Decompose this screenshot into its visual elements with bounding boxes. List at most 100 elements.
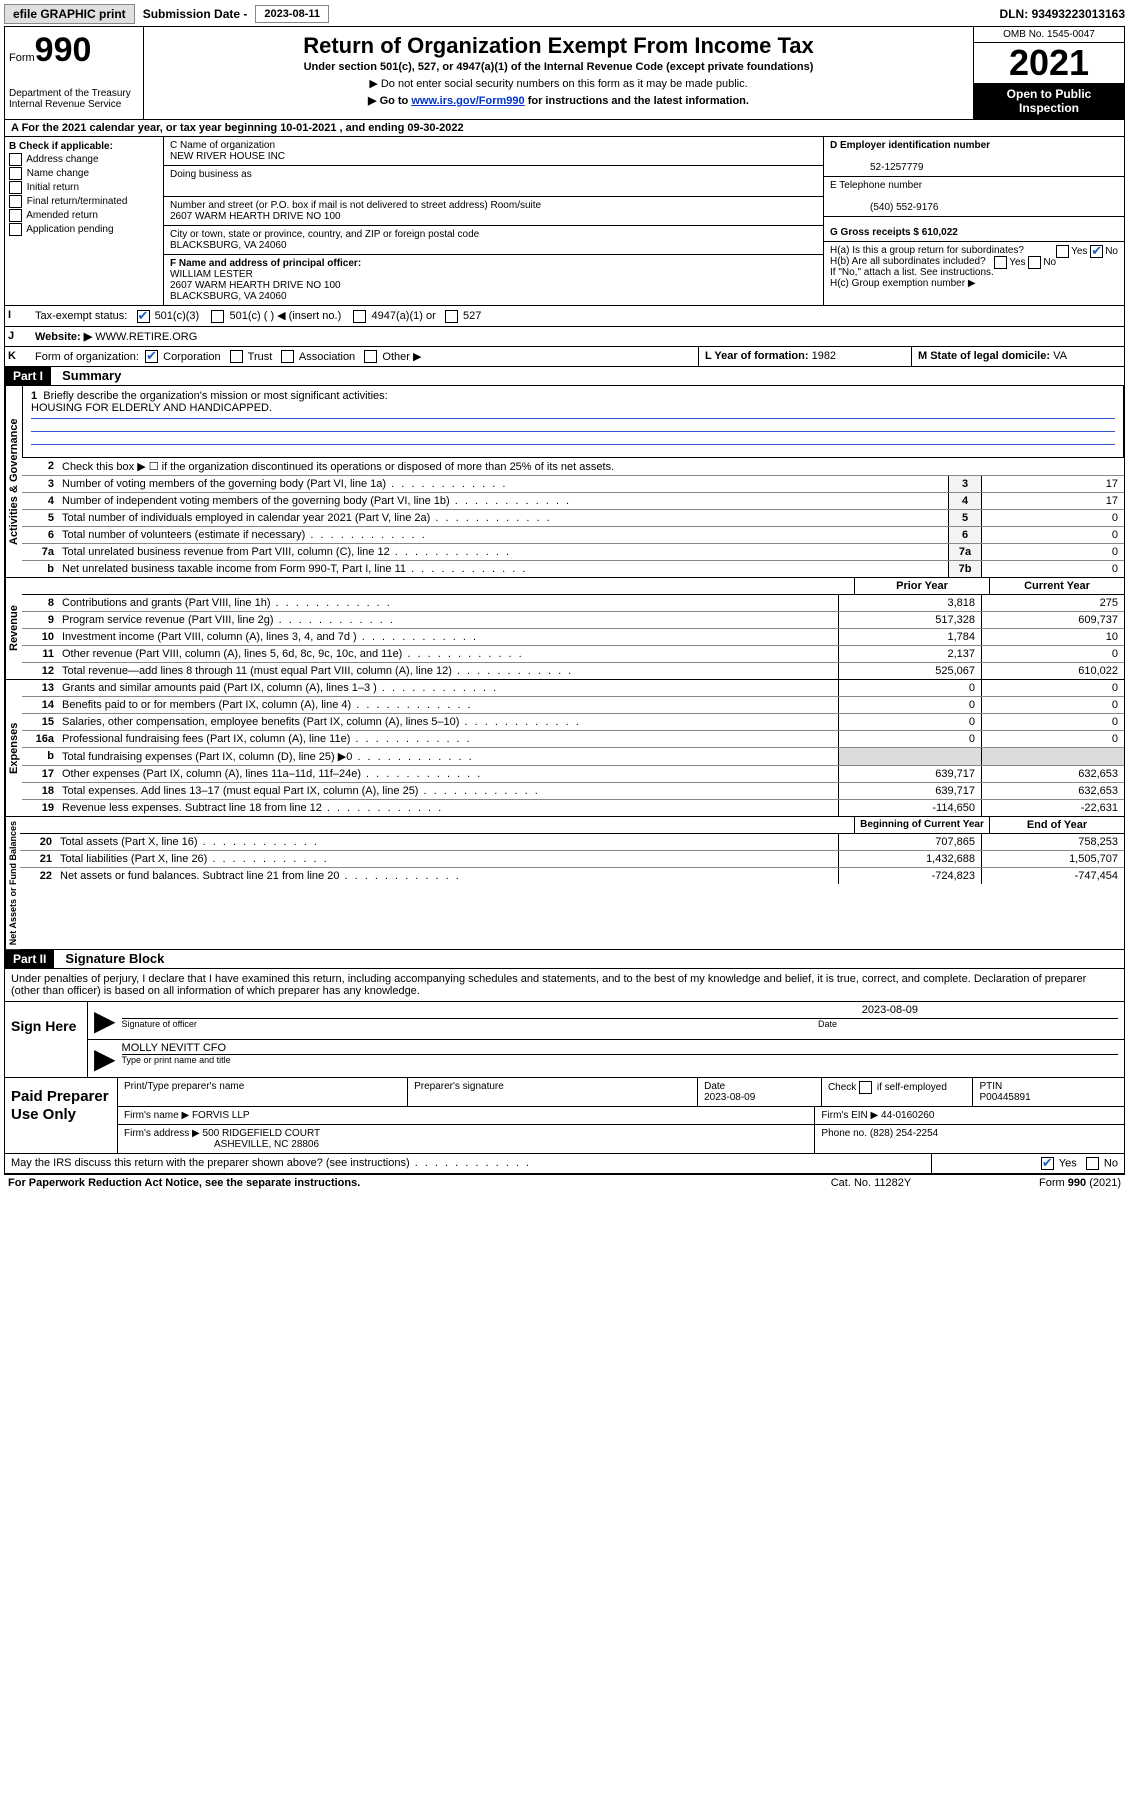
dba-label: Doing business as bbox=[170, 169, 817, 180]
form-title: Return of Organization Exempt From Incom… bbox=[152, 33, 965, 59]
prep-date: 2023-08-09 bbox=[704, 1092, 755, 1103]
cb-address-change[interactable]: Address change bbox=[9, 153, 159, 166]
data-line: bTotal fundraising expenses (Part IX, co… bbox=[22, 748, 1124, 766]
form-word: Form bbox=[9, 52, 35, 64]
cb-corporation[interactable] bbox=[145, 350, 158, 363]
side-net-assets: Net Assets or Fund Balances bbox=[5, 817, 20, 949]
data-line: 17Other expenses (Part IX, column (A), l… bbox=[22, 766, 1124, 783]
inspection-badge: Open to Public Inspection bbox=[974, 83, 1124, 119]
year-formation: 1982 bbox=[812, 350, 836, 362]
side-revenue: Revenue bbox=[5, 578, 22, 679]
signer-name: MOLLY NEVITT CFO bbox=[122, 1042, 1118, 1054]
data-line: 11Other revenue (Part VIII, column (A), … bbox=[22, 646, 1124, 663]
row-j-website: J Website: ▶ WWW.RETIRE.ORG bbox=[4, 327, 1125, 347]
ha-label: H(a) Is this a group return for subordin… bbox=[830, 245, 1024, 256]
g-gross-label: G Gross receipts $ bbox=[830, 227, 919, 238]
e-phone-label: E Telephone number bbox=[830, 180, 922, 191]
section-revenue: Revenue Prior Year Current Year 8Contrib… bbox=[4, 578, 1125, 680]
c-name-label: C Name of organization bbox=[170, 140, 817, 151]
cb-application-pending[interactable]: Application pending bbox=[9, 223, 159, 236]
cb-discuss-yes[interactable] bbox=[1041, 1157, 1054, 1170]
sig-date-label: Date bbox=[818, 1019, 1118, 1029]
discuss-row: May the IRS discuss this return with the… bbox=[4, 1154, 1125, 1174]
form-ref: Form 990 (2021) bbox=[971, 1177, 1121, 1189]
cb-name-change[interactable]: Name change bbox=[9, 167, 159, 180]
cb-final-return[interactable]: Final return/terminated bbox=[9, 195, 159, 208]
data-line: 8Contributions and grants (Part VIII, li… bbox=[22, 595, 1124, 612]
hdr-current-year: Current Year bbox=[989, 578, 1124, 594]
row-i-tax-status: I Tax-exempt status: 501(c)(3) 501(c) ( … bbox=[4, 306, 1125, 327]
subtitle-1: Under section 501(c), 527, or 4947(a)(1)… bbox=[152, 61, 965, 73]
data-line: 14Benefits paid to or for members (Part … bbox=[22, 697, 1124, 714]
officer-addr2: BLACKSBURG, VA 24060 bbox=[170, 291, 287, 302]
d-ein-label: D Employer identification number bbox=[830, 140, 990, 151]
section-net-assets: Net Assets or Fund Balances Beginning of… bbox=[4, 817, 1125, 950]
row-k-form-org: K Form of organization: Corporation Trus… bbox=[4, 347, 1125, 368]
firm-phone: (828) 254-2254 bbox=[870, 1128, 938, 1139]
firm-addr1: 500 RIDGEFIELD COURT bbox=[203, 1128, 321, 1139]
data-line: 15Salaries, other compensation, employee… bbox=[22, 714, 1124, 731]
section-expenses: Expenses 13Grants and similar amounts pa… bbox=[4, 680, 1125, 817]
officer-name: WILLIAM LESTER bbox=[170, 269, 253, 280]
data-line: 10Investment income (Part VIII, column (… bbox=[22, 629, 1124, 646]
cb-initial-return[interactable]: Initial return bbox=[9, 181, 159, 194]
data-line: 18Total expenses. Add lines 13–17 (must … bbox=[22, 783, 1124, 800]
top-bar: efile GRAPHIC print Submission Date - 20… bbox=[4, 4, 1125, 24]
org-name: NEW RIVER HOUSE INC bbox=[170, 151, 817, 162]
firm-ein: 44-0160260 bbox=[881, 1110, 934, 1121]
penalty-text: Under penalties of perjury, I declare th… bbox=[5, 969, 1124, 1002]
data-line: 19Revenue less expenses. Subtract line 1… bbox=[22, 800, 1124, 816]
row-a-taxyear: A For the 2021 calendar year, or tax yea… bbox=[4, 120, 1125, 137]
sign-date: 2023-08-09 bbox=[122, 1004, 1118, 1018]
cb-other[interactable] bbox=[364, 350, 377, 363]
paid-preparer-label: Paid Preparer Use Only bbox=[5, 1078, 117, 1153]
subtitle-2b: ▶ Go to www.irs.gov/Form990 for instruct… bbox=[152, 94, 965, 107]
gov-line: bNet unrelated business taxable income f… bbox=[22, 561, 1124, 577]
cb-self-employed[interactable] bbox=[859, 1081, 872, 1094]
city-state-zip: BLACKSBURG, VA 24060 bbox=[170, 240, 817, 251]
cb-amended-return[interactable]: Amended return bbox=[9, 209, 159, 222]
cb-4947[interactable] bbox=[353, 310, 366, 323]
gov-line: 7aTotal unrelated business revenue from … bbox=[22, 544, 1124, 561]
hb-note: If "No," attach a list. See instructions… bbox=[830, 267, 1118, 278]
hdr-end-year: End of Year bbox=[989, 817, 1124, 833]
section-governance: Activities & Governance 1 Briefly descri… bbox=[4, 386, 1125, 578]
ptin-value: P00445891 bbox=[979, 1092, 1030, 1103]
data-line: 20Total assets (Part X, line 16)707,8657… bbox=[20, 834, 1124, 851]
cb-527[interactable] bbox=[445, 310, 458, 323]
cb-501c[interactable] bbox=[211, 310, 224, 323]
side-governance: Activities & Governance bbox=[5, 386, 22, 577]
phone-value: (540) 552-9176 bbox=[830, 202, 938, 213]
cb-501c3[interactable] bbox=[137, 310, 150, 323]
hc-label: H(c) Group exemption number ▶ bbox=[830, 278, 1118, 289]
part2-header: Part II Signature Block bbox=[4, 950, 1125, 969]
page-footer: For Paperwork Reduction Act Notice, see … bbox=[4, 1174, 1125, 1191]
sign-here-label: Sign Here bbox=[5, 1002, 87, 1077]
ein-value: 52-1257779 bbox=[830, 162, 923, 173]
side-expenses: Expenses bbox=[5, 680, 22, 816]
efile-button[interactable]: efile GRAPHIC print bbox=[4, 4, 135, 24]
col-b-checkboxes: B Check if applicable: Address change Na… bbox=[5, 137, 164, 305]
state-domicile: VA bbox=[1053, 350, 1067, 362]
paid-preparer-block: Paid Preparer Use Only Print/Type prepar… bbox=[4, 1078, 1125, 1154]
irs-link[interactable]: www.irs.gov/Form990 bbox=[411, 95, 524, 107]
paperwork-notice: For Paperwork Reduction Act Notice, see … bbox=[8, 1177, 771, 1189]
cb-trust[interactable] bbox=[230, 350, 243, 363]
submission-date: 2023-08-11 bbox=[255, 5, 329, 23]
form-header: Form990 Department of the Treasury Inter… bbox=[4, 26, 1125, 120]
addr-label: Number and street (or P.O. box if mail i… bbox=[170, 200, 817, 211]
part1-header: Part I Summary bbox=[4, 367, 1125, 386]
cb-discuss-no[interactable] bbox=[1086, 1157, 1099, 1170]
mission-value: HOUSING FOR ELDERLY AND HANDICAPPED. bbox=[31, 402, 272, 414]
prep-sig-hdr: Preparer's signature bbox=[408, 1078, 698, 1106]
data-line: 21Total liabilities (Part X, line 26)1,4… bbox=[20, 851, 1124, 868]
gov-line: 6Total number of volunteers (estimate if… bbox=[22, 527, 1124, 544]
cat-no: Cat. No. 11282Y bbox=[771, 1177, 971, 1189]
hb-label: H(b) Are all subordinates included? bbox=[830, 256, 986, 267]
cb-association[interactable] bbox=[281, 350, 294, 363]
firm-addr2: ASHEVILLE, NC 28806 bbox=[124, 1139, 319, 1150]
data-line: 9Program service revenue (Part VIII, lin… bbox=[22, 612, 1124, 629]
officer-addr1: 2607 WARM HEARTH DRIVE NO 100 bbox=[170, 280, 341, 291]
signer-name-label: Type or print name and title bbox=[122, 1054, 1118, 1065]
gov-line: 2Check this box ▶ ☐ if the organization … bbox=[22, 458, 1124, 476]
